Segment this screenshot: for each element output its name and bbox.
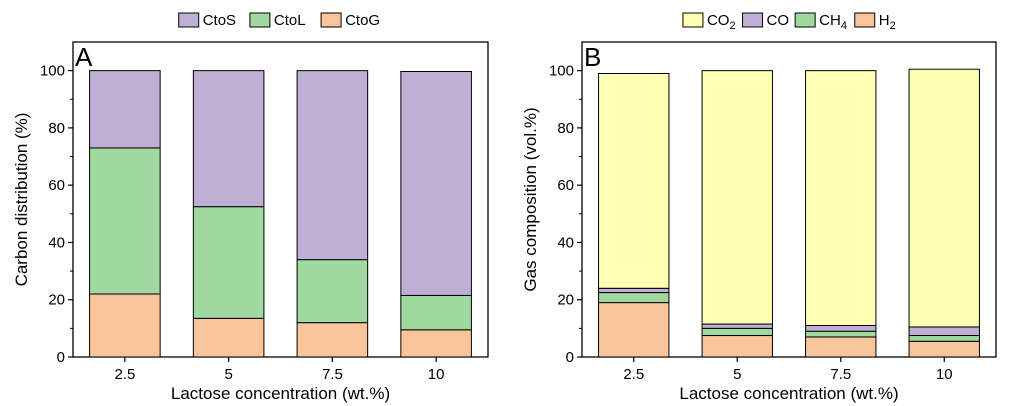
bar-co2-7.5 bbox=[805, 70, 877, 326]
chart-panel-A: 0 20 40 60 80 100 2.5 5 7.5 10 Lactose concentrati… bbox=[12, 12, 489, 403]
bar-ch4-2.5 bbox=[598, 292, 670, 304]
bar-co-2.5 bbox=[598, 287, 670, 294]
panel-label: B bbox=[584, 42, 601, 72]
bar-ctog-7.5 bbox=[296, 322, 369, 358]
legend-label-co2: CO2 bbox=[707, 12, 736, 32]
bar-ch4-10 bbox=[908, 335, 980, 342]
y-tick-label: 100 bbox=[549, 63, 574, 80]
bar-ctol-7.5 bbox=[296, 259, 369, 324]
bar-ctos-7.5 bbox=[296, 70, 369, 261]
legend-label-ctol: CtoL bbox=[274, 12, 306, 29]
y-axis-title: Carbon distribution (%) bbox=[12, 113, 31, 287]
bar-ctog-5 bbox=[192, 317, 265, 358]
bar-ctol-2.5 bbox=[89, 147, 161, 295]
bar-co-7.5 bbox=[805, 325, 877, 332]
x-tick-label: 5 bbox=[224, 366, 232, 383]
x-axis-title: Lactose concentration (wt.%) bbox=[679, 384, 898, 403]
legend-swatch-co bbox=[742, 12, 764, 28]
legend-swatch-ch4 bbox=[794, 12, 816, 28]
y-tick-label: 80 bbox=[48, 120, 65, 137]
bar-ctog-10 bbox=[400, 329, 472, 358]
x-tick-label: 5 bbox=[733, 366, 741, 383]
y-tick-label: 80 bbox=[557, 120, 574, 137]
legend-subscript: 2 bbox=[729, 20, 735, 32]
legend-label-ctog: CtoG bbox=[345, 12, 380, 29]
y-tick-label: 40 bbox=[557, 234, 574, 251]
bar-h2-10 bbox=[908, 340, 980, 358]
bar-ctos-5 bbox=[192, 70, 265, 208]
bar-ctol-10 bbox=[400, 294, 472, 331]
bar-ch4-7.5 bbox=[805, 330, 877, 338]
x-tick-label: 2.5 bbox=[623, 366, 644, 383]
y-tick-label: 20 bbox=[557, 292, 574, 309]
y-tick-label: 60 bbox=[557, 177, 574, 194]
legend-swatch-ctog bbox=[320, 12, 342, 28]
y-tick-label: 20 bbox=[48, 292, 65, 309]
bar-co2-2.5 bbox=[598, 73, 670, 289]
legend-label-h2: H2 bbox=[879, 12, 896, 32]
x-tick-label: 10 bbox=[936, 366, 953, 383]
legend-swatch-ctol bbox=[249, 12, 271, 28]
y-tick-label: 60 bbox=[48, 177, 65, 194]
y-tick-label: 40 bbox=[48, 234, 65, 251]
bar-co-5 bbox=[701, 323, 773, 329]
bar-ctos-2.5 bbox=[89, 70, 161, 149]
legend-label-co: CO bbox=[767, 12, 790, 29]
legend: CtoS CtoL CtoG bbox=[178, 12, 380, 29]
bar-co-10 bbox=[908, 326, 980, 337]
x-tick-label: 7.5 bbox=[830, 366, 851, 383]
legend-swatch-h2 bbox=[854, 12, 876, 28]
x-tick-label: 10 bbox=[428, 366, 445, 383]
chart-panel-B: 0 20 40 60 80 100 2.5 5 7.5 10 Lactose concentrati… bbox=[521, 12, 997, 403]
legend-label-ch4: CH4 bbox=[819, 12, 847, 32]
x-tick-label: 2.5 bbox=[114, 366, 135, 383]
panel-label: A bbox=[75, 42, 93, 72]
x-axis-title: Lactose concentration (wt.%) bbox=[171, 384, 390, 403]
legend: CO2 CO CH4 H2 bbox=[682, 12, 896, 32]
bar-h2-5 bbox=[701, 335, 773, 358]
plot-frame bbox=[581, 41, 997, 358]
legend-label-ctos: CtoS bbox=[203, 12, 236, 29]
bar-co2-5 bbox=[701, 70, 773, 325]
y-tick-label: 100 bbox=[40, 63, 65, 80]
x-tick-label: 7.5 bbox=[322, 366, 343, 383]
bar-ch4-5 bbox=[701, 327, 773, 337]
y-tick-label: 0 bbox=[566, 349, 574, 366]
bar-co2-10 bbox=[908, 68, 980, 328]
bar-ctol-5 bbox=[192, 206, 265, 319]
legend-subscript: 2 bbox=[890, 20, 896, 32]
bar-ctos-10 bbox=[400, 70, 472, 296]
bar-h2-7.5 bbox=[805, 336, 877, 358]
y-axis-title: Gas composition (vol.%) bbox=[521, 107, 540, 291]
bar-h2-2.5 bbox=[598, 302, 670, 358]
plot-frame bbox=[72, 41, 489, 358]
legend-subscript: 4 bbox=[841, 20, 847, 32]
legend-swatch-ctos bbox=[178, 12, 200, 28]
bar-ctog-2.5 bbox=[89, 293, 161, 358]
y-tick-label: 0 bbox=[57, 349, 65, 366]
legend-swatch-co2 bbox=[682, 12, 704, 28]
